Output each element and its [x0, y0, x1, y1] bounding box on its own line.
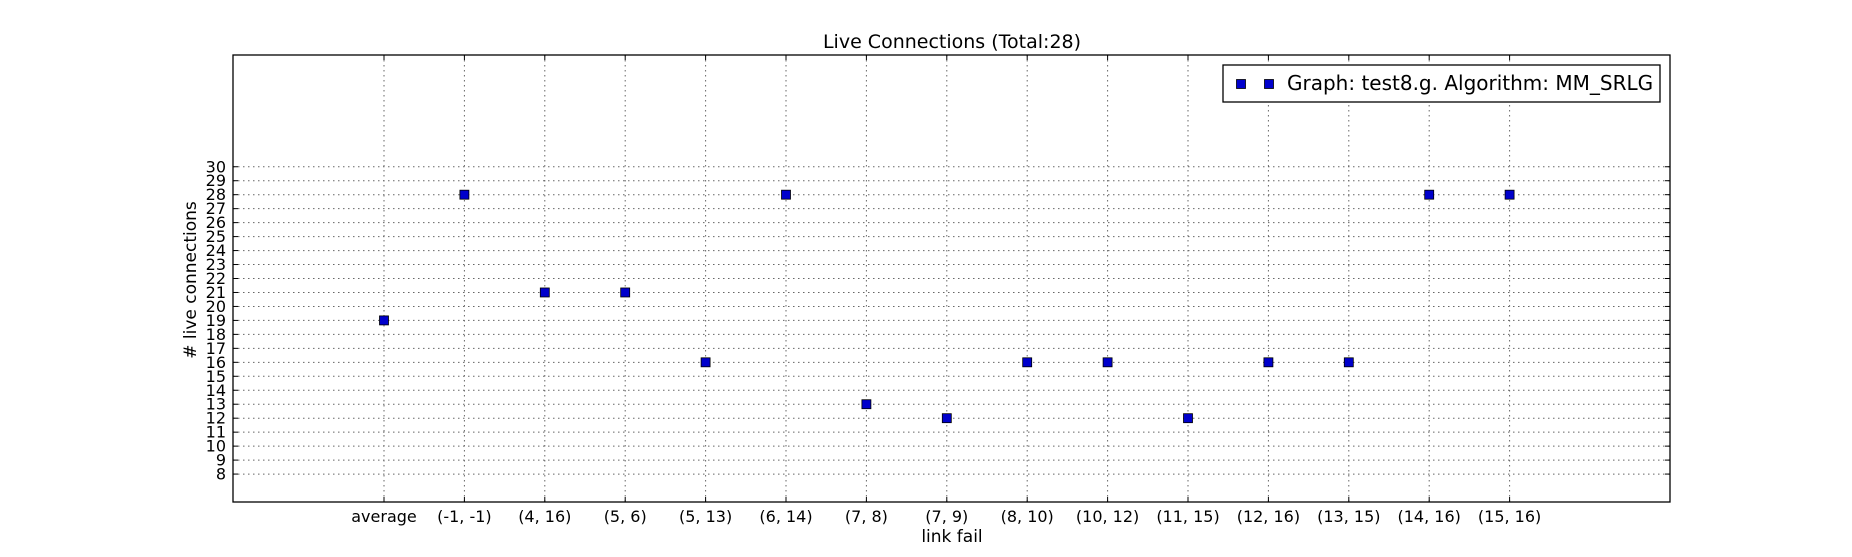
y-tick-labels: 8910111213141516171819202122232425262728… [206, 157, 226, 483]
data-point [700, 357, 711, 368]
legend-label: Graph: test8.g. Algorithm: MM_SRLG [1287, 71, 1653, 95]
x-tick-label: (5, 13) [679, 507, 732, 526]
x-tick-label: (8, 10) [1001, 507, 1054, 526]
legend: Graph: test8.g. Algorithm: MM_SRLG [1222, 64, 1661, 103]
legend-box [1222, 64, 1661, 103]
y-tick-label: 21 [206, 283, 226, 302]
y-tick-label: 13 [206, 395, 226, 414]
y-tick-label: 25 [206, 227, 226, 246]
y-tick-label: 14 [206, 381, 226, 400]
y-tick-label: 28 [206, 185, 226, 204]
x-tick-labels: average (-1, -1) (4, 16) (5, 6) (5, 13) (6, 1… [351, 507, 1541, 526]
legend-marker [1264, 79, 1274, 89]
x-tick-label: (13, 15) [1317, 507, 1380, 526]
y-tick-label: 8 [216, 465, 226, 484]
y-tick-label: 10 [206, 437, 226, 456]
y-tick-label: 12 [206, 409, 226, 428]
data-point [620, 287, 631, 298]
y-tick-label: 24 [206, 241, 226, 260]
x-tick-label: average [351, 507, 417, 526]
legend-markers [1236, 79, 1274, 89]
grid-layer [233, 55, 1670, 502]
y-tick-label: 15 [206, 367, 226, 386]
data-point [1102, 357, 1113, 368]
x-tick-label: (5, 6) [604, 507, 647, 526]
y-tick-label: 23 [206, 255, 226, 274]
x-tick-label: (10, 12) [1076, 507, 1139, 526]
data-point [1022, 357, 1033, 368]
chart-title: Live Connections (Total:28) [823, 31, 1081, 53]
y-tick-label: 30 [206, 157, 226, 176]
x-axis-label: link fail [921, 527, 982, 547]
y-tick-label: 20 [206, 297, 226, 316]
y-tick-label: 26 [206, 213, 226, 232]
data-point [781, 189, 791, 200]
data-point [1183, 413, 1193, 424]
data-point [459, 189, 470, 200]
data-point [379, 315, 389, 326]
x-tick-label: (7, 8) [845, 507, 888, 526]
x-tick-label: (7, 9) [925, 507, 968, 526]
data-point [1263, 357, 1274, 368]
x-tick-label: (6, 14) [759, 507, 812, 526]
y-tick-label: 9 [216, 451, 226, 470]
y-tick-label: 18 [206, 325, 226, 344]
data-points [379, 189, 1515, 424]
y-tick-label: 16 [206, 353, 226, 372]
y-tick-label: 11 [206, 423, 226, 442]
data-point [539, 287, 550, 298]
y-tick-label: 17 [206, 339, 226, 358]
data-point [1504, 189, 1515, 200]
data-point [1424, 189, 1435, 200]
y-axis-label: # live connections [181, 201, 201, 359]
data-point [941, 413, 952, 424]
y-tick-label: 19 [206, 311, 226, 330]
x-tick-label: (4, 16) [518, 507, 571, 526]
plot-frame [232, 54, 1671, 503]
x-tick-label: (14, 16) [1398, 507, 1461, 526]
y-tick-label: 29 [206, 171, 226, 190]
legend-marker [1236, 79, 1246, 89]
data-point [861, 399, 872, 410]
x-tick-label: (12, 16) [1237, 507, 1300, 526]
data-point [1343, 357, 1354, 368]
y-tick-label: 22 [206, 269, 226, 288]
x-tick-label: (11, 15) [1156, 507, 1219, 526]
y-tick-label: 27 [206, 199, 226, 218]
x-tick-label: (15, 16) [1478, 507, 1541, 526]
x-tick-label: (-1, -1) [437, 507, 492, 526]
